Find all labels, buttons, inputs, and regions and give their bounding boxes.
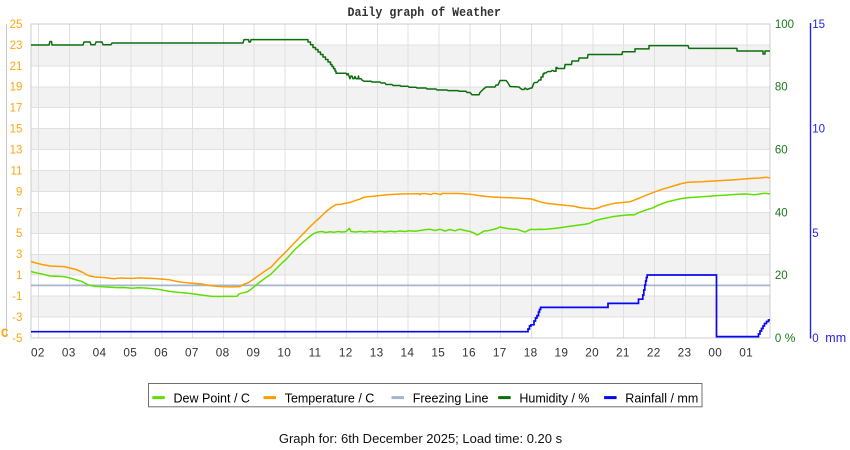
svg-text:08: 08: [216, 346, 230, 360]
svg-text:10: 10: [277, 346, 291, 360]
svg-text:04: 04: [93, 346, 107, 360]
svg-text:00: 00: [708, 346, 722, 360]
svg-text:22: 22: [647, 346, 661, 360]
svg-text:1: 1: [16, 270, 22, 282]
svg-text:01: 01: [739, 346, 753, 360]
svg-text:07: 07: [185, 346, 199, 360]
svg-text:7: 7: [16, 207, 22, 219]
svg-text:Rainfall / mm: Rainfall / mm: [625, 391, 698, 405]
svg-text:0: 0: [812, 333, 818, 345]
svg-text:15: 15: [812, 19, 825, 31]
svg-text:3: 3: [16, 249, 22, 261]
svg-text:Graph for: 6th December 2025;: Graph for: 6th December 2025; Load time:…: [279, 431, 563, 446]
svg-text:02: 02: [31, 346, 45, 360]
svg-text:11: 11: [10, 165, 22, 177]
svg-text:25: 25: [10, 19, 23, 31]
svg-text:-1: -1: [12, 291, 22, 303]
svg-text:17: 17: [10, 103, 23, 115]
svg-text:12: 12: [339, 346, 353, 360]
svg-text:C: C: [1, 327, 9, 341]
svg-text:19: 19: [10, 82, 23, 94]
svg-text:Humidity / %: Humidity / %: [519, 391, 589, 405]
svg-text:60: 60: [775, 145, 788, 157]
svg-text:-3: -3: [12, 312, 22, 324]
svg-text:03: 03: [62, 346, 76, 360]
svg-text:%: %: [785, 331, 796, 345]
svg-text:19: 19: [555, 346, 569, 360]
svg-text:21: 21: [10, 61, 23, 73]
svg-text:09: 09: [247, 346, 261, 360]
svg-text:9: 9: [16, 186, 22, 198]
svg-text:20: 20: [775, 270, 788, 282]
svg-text:05: 05: [123, 346, 137, 360]
svg-text:5: 5: [812, 228, 818, 240]
svg-text:21: 21: [616, 346, 630, 360]
svg-text:18: 18: [524, 346, 538, 360]
svg-text:-5: -5: [12, 333, 22, 345]
svg-text:23: 23: [10, 40, 23, 52]
svg-text:5: 5: [16, 228, 22, 240]
svg-text:Freezing Line: Freezing Line: [413, 391, 489, 405]
svg-text:16: 16: [462, 346, 476, 360]
svg-text:mm: mm: [825, 331, 846, 345]
svg-text:17: 17: [493, 346, 507, 360]
svg-text:11: 11: [309, 346, 322, 360]
svg-text:80: 80: [775, 82, 788, 94]
svg-text:06: 06: [154, 346, 168, 360]
svg-text:100: 100: [775, 19, 794, 31]
svg-text:13: 13: [10, 145, 23, 157]
svg-text:14: 14: [401, 346, 415, 360]
svg-text:15: 15: [431, 346, 445, 360]
svg-text:0: 0: [775, 333, 781, 345]
svg-text:20: 20: [585, 346, 599, 360]
svg-text:Dew Point / C: Dew Point / C: [174, 391, 250, 405]
svg-text:23: 23: [678, 346, 692, 360]
svg-text:40: 40: [775, 207, 788, 219]
svg-text:Temperature / C: Temperature / C: [285, 391, 375, 405]
svg-text:10: 10: [812, 124, 825, 136]
svg-text:13: 13: [370, 346, 384, 360]
svg-text:Daily graph of Weather: Daily graph of Weather: [348, 6, 502, 20]
svg-text:15: 15: [10, 124, 23, 136]
